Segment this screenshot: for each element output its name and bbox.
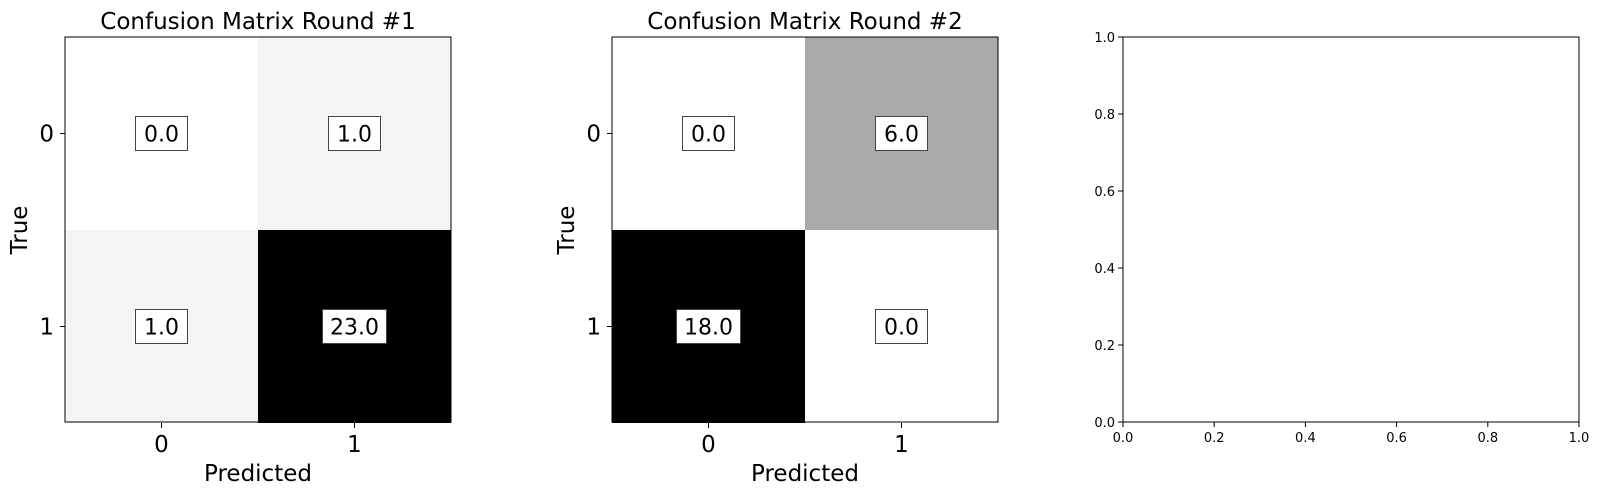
cm2-frame [611,36,999,423]
confusion-matrix-1: Confusion Matrix Round #1 0.0 1.01.0 23.0 … [7,9,452,487]
empty-axes-ytick-label-2: 0.4 [1094,262,1115,277]
cm2-value-0-1: 6.0 [884,123,919,148]
cm2-value-1-1: 0.0 [884,316,919,341]
empty-axes-ytick-label-0: 0.0 [1094,416,1115,431]
cm2-value-box-0-1 [875,116,928,151]
empty-axes-xtick-label-1: 0.2 [1204,431,1225,446]
cm2-xtick-label-1: 1 [894,432,909,458]
cm1-ytick-label-1: 1 [39,315,54,341]
cm2-ytick-label-1: 1 [586,315,601,341]
cm1-value-box-0-1 [328,116,381,151]
empty-axes-ytick-label-4: 0.8 [1094,108,1115,123]
cm1-value-box-1-0 [135,309,188,344]
cm2-value-box-0-0 [682,116,735,151]
cm2-cells: 0.0 6.0 18.0 0.0 [612,37,998,423]
empty-axes-ytick-label-3: 0.6 [1094,185,1115,200]
cm2-value-box-1-0 [676,309,741,344]
empty-axes-ytick-label-5: 1.0 [1094,31,1115,46]
cm2-xlabel: Predicted [751,461,859,487]
cm1-xtick-label-0: 0 [154,432,169,458]
cm1-value-0-1: 1.0 [337,123,372,148]
empty-axes-xtick-label-4: 0.8 [1477,431,1498,446]
empty-axes-ticks: 0.0 0.2 0.4 0.6 0.8 1.0 0.0 0.2 0.4 0.6 0.8 1.0 [1094,31,1589,446]
cm2-value-0-0: 0.0 [691,123,726,148]
cm1-ytick-label-0: 0 [39,122,54,148]
cm1-value-box-1-1 [322,309,387,344]
cm1-xlabel: Predicted [204,461,312,487]
empty-axes-frame [1122,36,1580,423]
cm2-xtick-label-0: 0 [701,432,716,458]
cm1-xtick-label-1: 1 [347,432,362,458]
empty-axes-xtick-label-3: 0.6 [1386,431,1407,446]
cm1-title: Confusion Matrix Round #1 [100,9,415,35]
empty-axes-ytick-label-1: 0.2 [1094,339,1115,354]
cm2-ticks: 0 1 0 1 [586,122,908,459]
empty-axes: 0.0 0.2 0.4 0.6 0.8 1.0 0.0 0.2 0.4 0.6 0.8 1.0 [1094,31,1589,446]
confusion-matrix-2: Confusion Matrix Round #2 0.0 6.0 18.0 0.0 … [554,9,999,487]
cm1-frame [64,36,452,423]
empty-axes-xtick-label-0: 0.0 [1113,431,1134,446]
cm1-value-0-0: 0.0 [144,123,179,148]
cm2-ytick-label-0: 0 [586,122,601,148]
cm2-title: Confusion Matrix Round #2 [647,9,962,35]
cm1-ylabel: True [7,206,33,256]
empty-axes-xtick-label-2: 0.4 [1295,431,1316,446]
cm1-value-1-0: 1.0 [144,316,179,341]
empty-axes-xtick-label-5: 1.0 [1569,431,1590,446]
cm1-ticks: 0 1 0 1 [39,122,361,459]
cm1-value-box-0-0 [135,116,188,151]
cm1-cells: 0.0 1.0 1.0 23.0 [65,37,451,423]
cm2-value-1-0: 18.0 [684,316,733,341]
cm1-value-1-1: 23.0 [330,316,379,341]
cm2-value-box-1-1 [875,309,928,344]
cm2-ylabel: True [554,206,580,256]
